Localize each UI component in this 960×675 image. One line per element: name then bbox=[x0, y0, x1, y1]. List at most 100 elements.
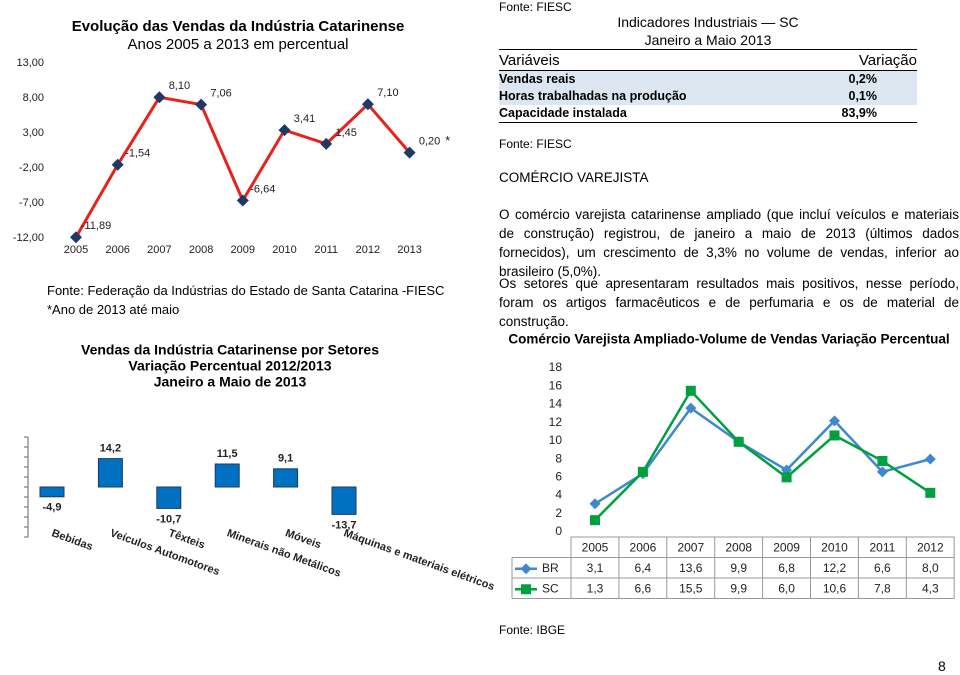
category-label: Têxteis bbox=[167, 527, 207, 551]
y-tick-label: 2 bbox=[555, 506, 562, 520]
data-label: 1,45 bbox=[335, 127, 356, 139]
data-label: 0,20 bbox=[419, 136, 440, 148]
category-label: Máquinas e materiais elétricos bbox=[342, 527, 496, 593]
y-tick-label: 18 bbox=[549, 360, 563, 374]
data-label: 8,10 bbox=[169, 80, 190, 92]
section-title: COMÉRCIO VAREJISTA bbox=[499, 170, 649, 185]
table-row: Vendas reais 0,2% bbox=[499, 71, 917, 88]
table-cell: 83,9% bbox=[841, 106, 877, 120]
table-value: 6,4 bbox=[635, 561, 652, 575]
paragraph: O comércio varejista catarinense ampliad… bbox=[499, 207, 959, 279]
bar bbox=[331, 486, 357, 515]
series-line bbox=[74, 95, 411, 238]
legend-marker bbox=[520, 563, 532, 575]
chart-subtitle: Anos 2005 a 2013 em percentual bbox=[128, 36, 349, 53]
data-label: -6,64 bbox=[250, 183, 275, 195]
y-tick-label: 14 bbox=[549, 397, 563, 411]
point-marker bbox=[70, 231, 82, 244]
y-tick-label: 0 bbox=[555, 524, 562, 538]
series-line bbox=[594, 406, 931, 505]
data-label: -13,7 bbox=[331, 519, 356, 531]
point-marker bbox=[637, 466, 648, 477]
bar bbox=[156, 486, 182, 509]
data-label: -11,89 bbox=[81, 220, 111, 232]
point-marker bbox=[111, 158, 124, 171]
rule bbox=[499, 70, 917, 71]
y-tick-label: 8 bbox=[555, 451, 562, 465]
chart-subtitle: Variação Percentual 2012/2013 bbox=[128, 358, 331, 374]
x-tick-label: 2010 bbox=[272, 244, 296, 256]
point-marker bbox=[361, 98, 374, 111]
x-tick-label: 2007 bbox=[147, 244, 171, 256]
x-tick-label: 2006 bbox=[630, 540, 657, 554]
x-tick-label: 2012 bbox=[356, 244, 380, 256]
point-marker bbox=[685, 402, 697, 414]
point-marker bbox=[236, 194, 249, 207]
table-value: 8,0 bbox=[922, 561, 939, 575]
source: Fonte: FIESC bbox=[499, 0, 572, 14]
table-header: Variação bbox=[858, 52, 917, 69]
data-label: 7,06 bbox=[210, 87, 231, 99]
table-row: Horas trabalhadas na produção 0,1% bbox=[499, 88, 917, 105]
point-marker bbox=[320, 137, 333, 150]
x-tick-label: 2006 bbox=[105, 244, 129, 256]
table-value: 9,9 bbox=[730, 561, 747, 575]
point-marker bbox=[589, 498, 601, 510]
bar bbox=[214, 463, 240, 488]
table-value: 3,1 bbox=[587, 561, 604, 575]
point-marker bbox=[685, 385, 696, 396]
legend-marker bbox=[521, 584, 531, 595]
y-tick-label: 4 bbox=[555, 488, 562, 502]
table-value: 6,8 bbox=[778, 561, 795, 575]
series-line bbox=[594, 388, 931, 522]
chart-subtitle: Janeiro a Maio de 2013 bbox=[154, 374, 307, 390]
point-marker bbox=[733, 436, 744, 447]
data-label: 3,41 bbox=[294, 113, 315, 125]
y-tick-label: -2,00 bbox=[19, 162, 44, 174]
table-value: 7,8 bbox=[874, 581, 891, 595]
y-tick-label: 10 bbox=[549, 433, 563, 447]
bar bbox=[39, 486, 65, 498]
point-marker bbox=[403, 146, 416, 159]
legend-label: SC bbox=[542, 581, 559, 595]
source: Fonte: IBGE bbox=[499, 623, 566, 637]
x-tick-label: 2009 bbox=[773, 540, 800, 554]
paragraph: Os setores que apresentaram resultados m… bbox=[499, 276, 959, 329]
data-label: 14,2 bbox=[100, 443, 121, 455]
y-tick-label: 16 bbox=[549, 378, 563, 392]
category-label: Bebidas bbox=[50, 527, 94, 553]
note: *Ano de 2013 até maio bbox=[47, 302, 180, 317]
annotation: * bbox=[445, 133, 450, 148]
x-tick-label: 2005 bbox=[64, 244, 88, 256]
table-cell: Capacidade instalada bbox=[499, 106, 627, 120]
data-label: 7,10 bbox=[377, 87, 398, 99]
table-value: 4,3 bbox=[922, 581, 939, 595]
point-marker bbox=[877, 455, 888, 466]
data-label: 11,5 bbox=[217, 448, 238, 460]
x-tick-label: 2011 bbox=[869, 540, 895, 554]
chart-title: Vendas da Indústria Catarinense por Seto… bbox=[81, 342, 379, 358]
table-value: 10,6 bbox=[823, 581, 847, 595]
table-value: 6,0 bbox=[778, 581, 795, 595]
data-label: -4,9 bbox=[43, 502, 62, 514]
point-marker bbox=[590, 515, 600, 526]
table-header: Variáveis bbox=[499, 52, 560, 69]
x-tick-label: 2011 bbox=[314, 244, 338, 256]
y-tick-label: -12,00 bbox=[13, 232, 44, 244]
x-tick-label: 2010 bbox=[821, 540, 848, 554]
table-row: Capacidade instalada 83,9% bbox=[499, 105, 917, 123]
table-value: 1,3 bbox=[587, 581, 604, 595]
point-marker bbox=[876, 466, 888, 478]
point-marker bbox=[925, 487, 936, 498]
data-label: -1,54 bbox=[125, 148, 150, 160]
point-marker bbox=[195, 98, 208, 111]
table-value: 13,6 bbox=[679, 561, 703, 575]
category-label: Veículos Automotores bbox=[108, 527, 221, 578]
y-tick-label: 3,00 bbox=[23, 127, 44, 139]
y-tick-label: 12 bbox=[549, 415, 563, 429]
y-tick-label: 8,00 bbox=[23, 92, 44, 104]
category-label: Móveis bbox=[284, 527, 323, 551]
x-tick-label: 2013 bbox=[397, 244, 421, 256]
